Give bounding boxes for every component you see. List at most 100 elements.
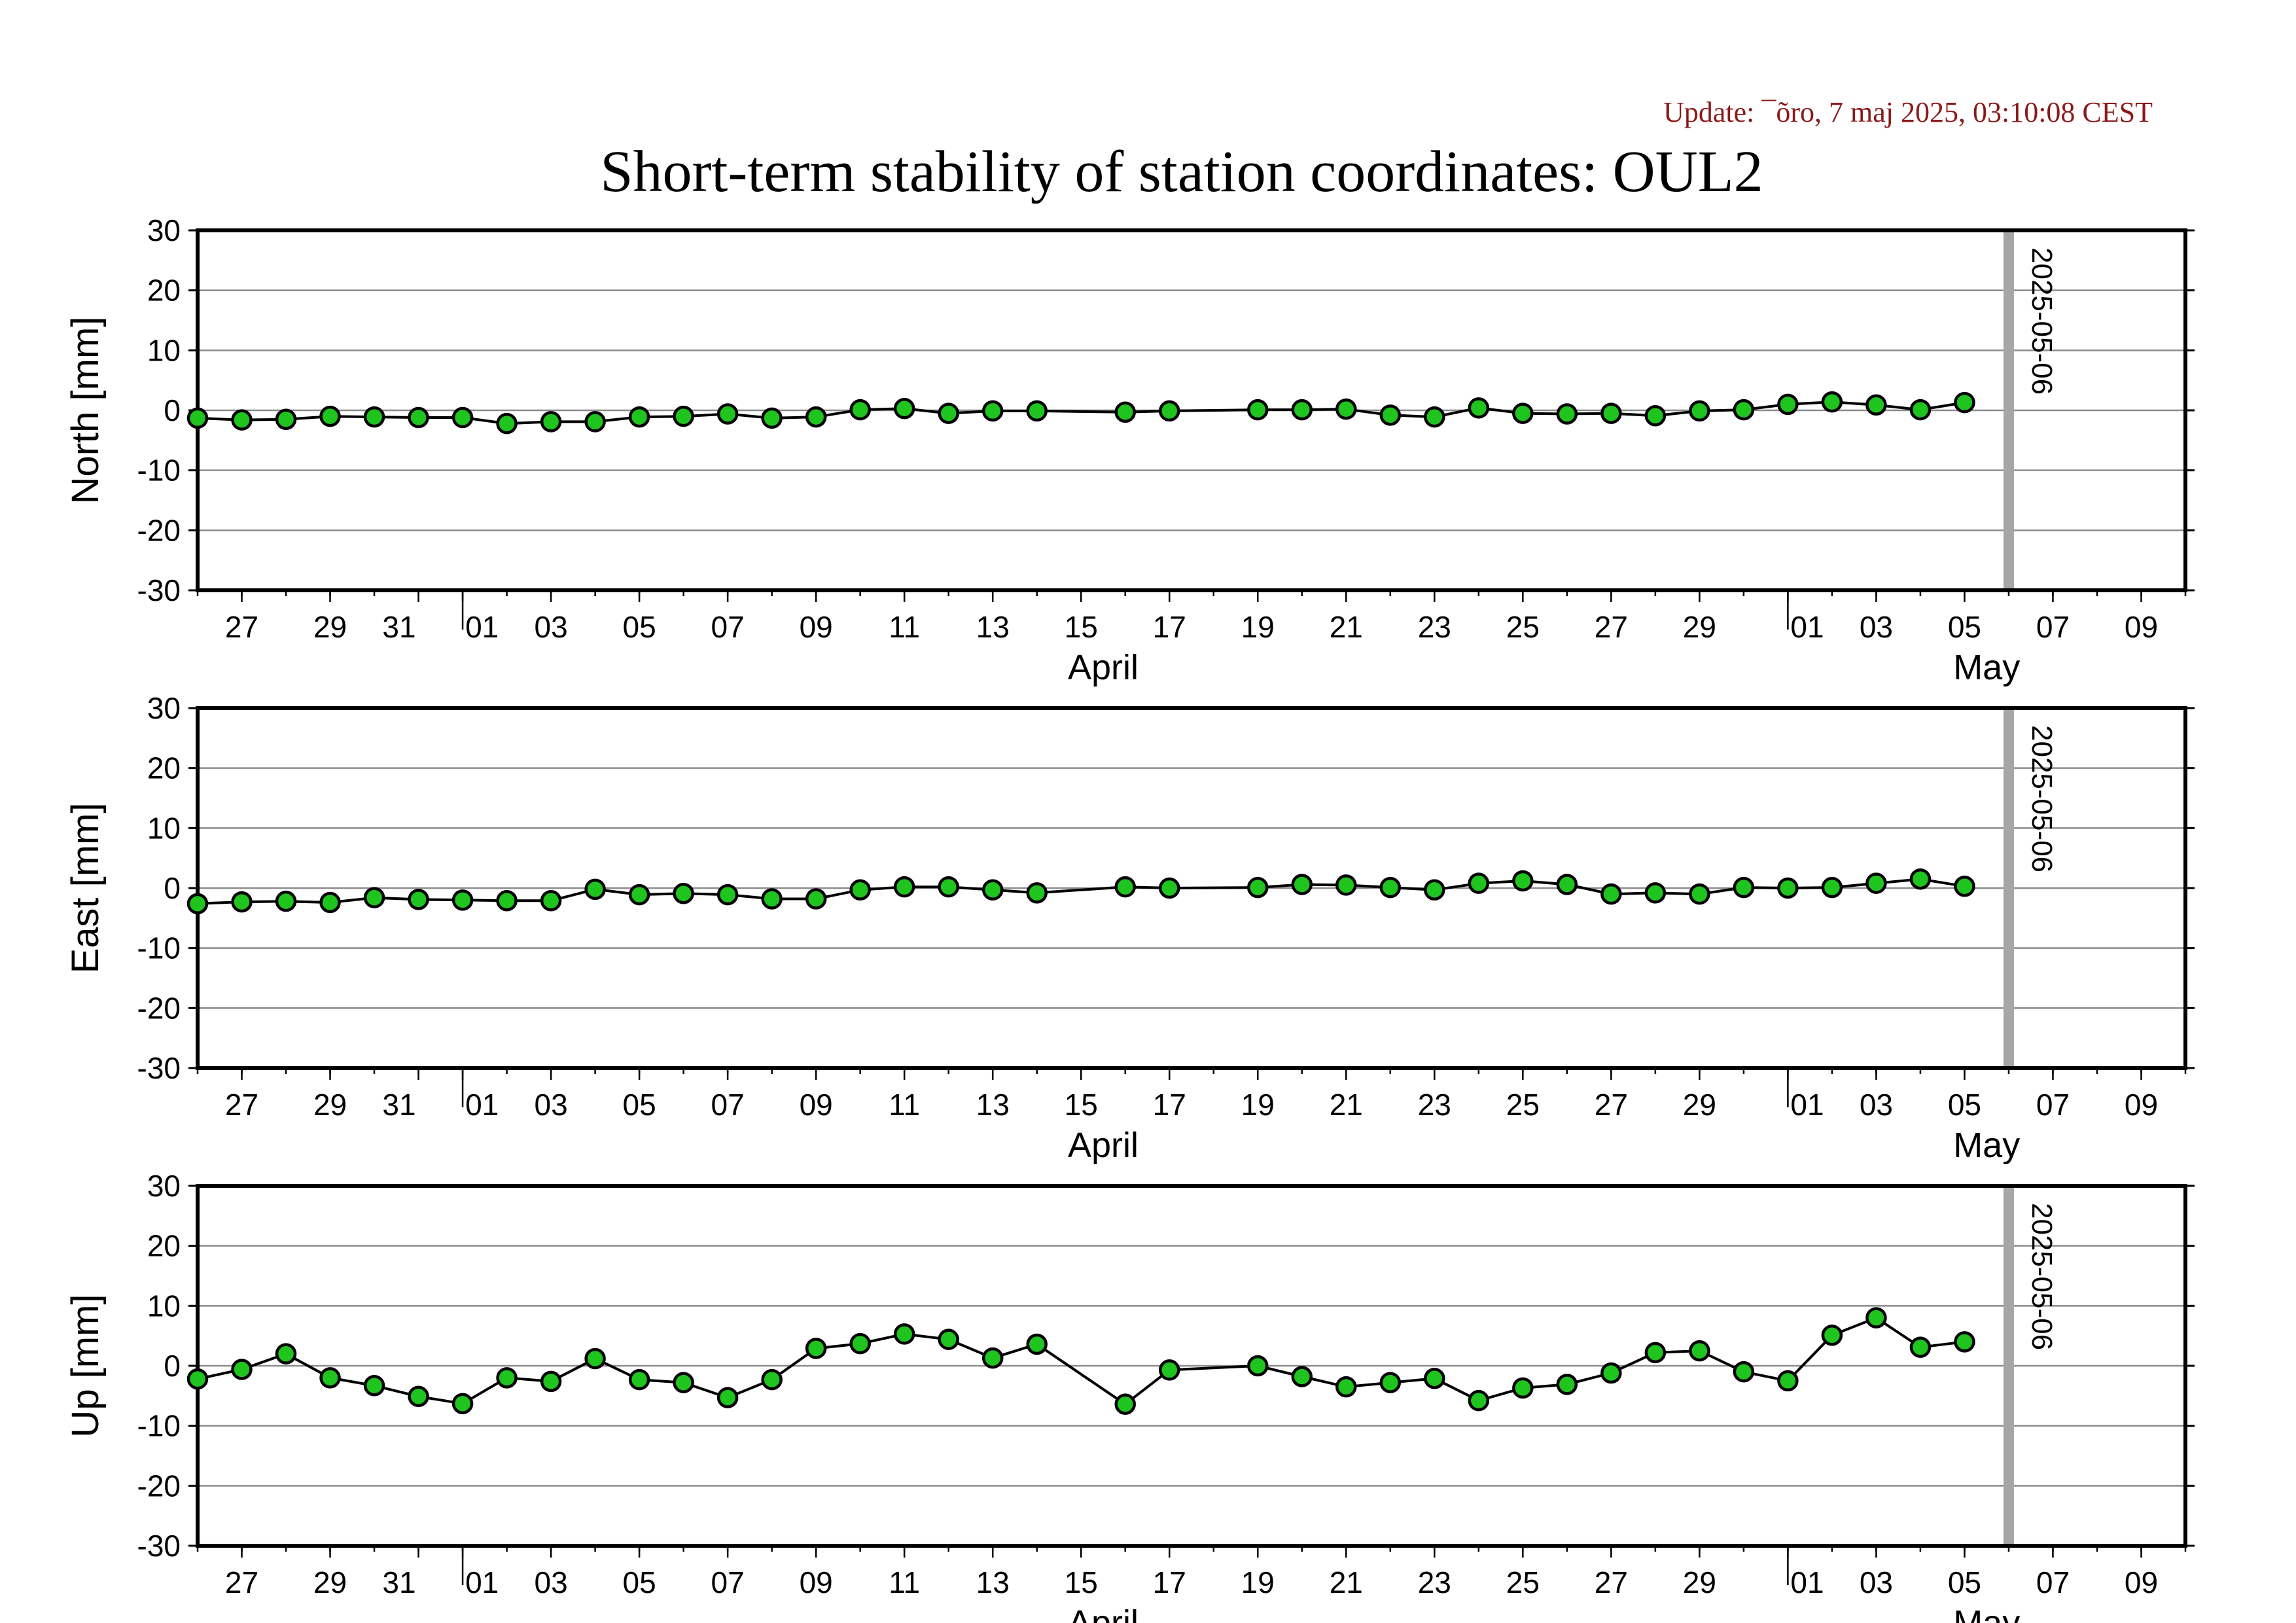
data-point <box>981 879 1004 901</box>
x-tick-label: 31 <box>382 1565 415 1599</box>
data-point <box>1468 872 1490 894</box>
data-point <box>231 1359 253 1380</box>
x-tick-label: 13 <box>976 610 1010 644</box>
x-tick-label: 25 <box>1506 610 1540 644</box>
data-point <box>1247 876 1269 899</box>
data-point <box>716 403 739 425</box>
data-point <box>1821 391 1843 413</box>
data-point <box>1821 1325 1843 1346</box>
data-point <box>496 1367 518 1389</box>
data-point <box>1114 1393 1136 1415</box>
y-tick-label: 10 <box>147 333 181 367</box>
data-point <box>1777 1370 1799 1392</box>
y-tick-label: -30 <box>137 573 181 607</box>
data-point <box>319 405 341 427</box>
x-tick-label: 19 <box>1241 610 1275 644</box>
data-point <box>716 883 739 906</box>
x-tick-label: 03 <box>535 1088 568 1122</box>
data-point <box>408 889 429 910</box>
x-tick-label: 03 <box>1860 1088 1893 1122</box>
y-tick-label: 0 <box>164 1349 181 1383</box>
x-tick-label: 27 <box>225 1565 258 1599</box>
x-tick-label: 27 <box>1595 610 1628 644</box>
data-point <box>1777 877 1799 899</box>
data-point <box>363 406 385 428</box>
data-point <box>1865 394 1887 416</box>
data-point <box>1600 1362 1622 1384</box>
x-tick-label: 09 <box>800 610 833 644</box>
x-tick-label: 01 <box>1790 1565 1824 1599</box>
data-point <box>1379 404 1402 426</box>
data-point <box>540 411 562 433</box>
data-point <box>1468 397 1490 419</box>
y-axis-label: Up [mm] <box>64 1294 107 1437</box>
data-point <box>1512 870 1534 892</box>
y-tick-label: 30 <box>147 1169 181 1203</box>
x-tick-label: 15 <box>1065 610 1098 644</box>
data-point <box>584 878 606 901</box>
data-point <box>1247 399 1269 421</box>
data-point <box>938 876 959 898</box>
data-point <box>1335 1376 1357 1398</box>
data-point <box>275 890 297 912</box>
y-tick-label: -30 <box>137 1529 181 1563</box>
y-tick-label: 20 <box>147 751 181 785</box>
data-point <box>673 1372 694 1393</box>
x-tick-label: 13 <box>976 1565 1010 1599</box>
x-tick-label: 29 <box>1683 610 1716 644</box>
x-tick-label: 29 <box>313 1088 347 1122</box>
y-tick-label: -10 <box>137 454 181 488</box>
data-point <box>540 1370 562 1393</box>
data-point <box>1644 882 1667 904</box>
data-point <box>805 888 827 910</box>
data-point <box>1909 399 1932 421</box>
data-point <box>540 890 562 912</box>
update-timestamp: Update: ¯õro, 7 maj 2025, 03:10:08 CEST <box>1663 96 2153 128</box>
data-point <box>1909 1336 1932 1358</box>
data-point <box>938 402 959 424</box>
data-point <box>363 887 385 908</box>
y-tick-label: 10 <box>147 1289 181 1323</box>
data-point <box>805 1338 827 1359</box>
month-label: May <box>1953 1126 2020 1165</box>
x-tick-label: 13 <box>976 1088 1010 1122</box>
x-tick-label: 27 <box>1595 1088 1628 1122</box>
x-tick-label: 23 <box>1418 1565 1451 1599</box>
data-point <box>1865 872 1887 894</box>
y-tick-label: 30 <box>147 213 181 247</box>
x-tick-label: 21 <box>1330 610 1363 644</box>
x-tick-label: 07 <box>2036 1088 2070 1122</box>
data-point <box>1689 883 1710 905</box>
data-point <box>1689 400 1710 422</box>
data-point <box>1158 400 1180 422</box>
x-tick-label: 17 <box>1153 610 1186 644</box>
x-tick-label: 09 <box>800 1565 833 1599</box>
x-tick-label: 29 <box>1683 1088 1716 1122</box>
data-point <box>584 411 606 433</box>
x-tick-label: 05 <box>623 610 656 644</box>
data-point <box>1291 399 1313 421</box>
x-tick-label: 27 <box>225 1088 258 1122</box>
x-tick-label: 03 <box>1860 1565 1893 1599</box>
panel-north: 30 20 10 0 -10 -20 -30 North [mm] 2025-05-06 27 29… <box>64 213 2195 687</box>
data-point <box>319 1367 341 1389</box>
x-tick-label: 05 <box>1948 610 1981 644</box>
data-point <box>1909 868 1932 890</box>
x-tick-label: 23 <box>1418 1088 1451 1122</box>
data-point <box>1600 883 1622 905</box>
today-label: 2025-05-06 <box>2026 1203 2058 1350</box>
data-point <box>275 408 297 430</box>
data-point <box>1114 876 1136 898</box>
x-tick-label: 31 <box>382 610 415 644</box>
data-point <box>1158 877 1180 899</box>
data-point <box>275 1343 297 1364</box>
x-tick-label: 05 <box>623 1088 656 1122</box>
x-tick-label: 25 <box>1506 1088 1540 1122</box>
data-point <box>186 893 209 915</box>
y-tick-label: 0 <box>164 393 181 427</box>
x-tick-label: 03 <box>535 1565 568 1599</box>
data-point <box>849 879 871 901</box>
data-point <box>893 1323 915 1345</box>
month-label: April <box>1068 1126 1139 1165</box>
